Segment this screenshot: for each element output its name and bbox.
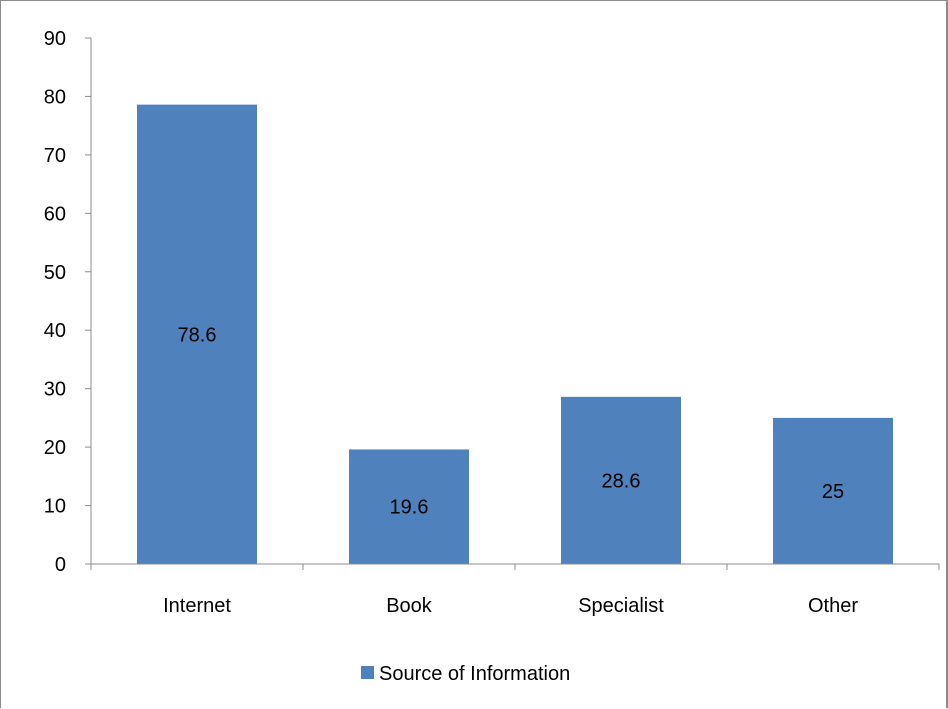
x-tick-label-specialist: Specialist [578,595,664,617]
y-tick-label: 90 [44,28,66,50]
y-tick-label: 10 [44,496,66,518]
y-tick-label: 0 [55,554,66,576]
legend-swatch [361,666,374,679]
data-label-internet: 78.6 [178,324,217,346]
bar-internet [137,104,257,565]
y-tick-label: 70 [44,145,66,167]
y-axis: 0 10 20 30 40 50 60 70 80 90 [44,28,92,576]
bar-other [773,417,893,564]
plot-area: 78.6 19.6 28.6 25 [137,104,893,565]
y-tick-label: 80 [44,86,66,108]
x-tick-label-internet: Internet [163,595,231,617]
data-label-book: 19.6 [390,497,429,519]
y-tick-label: 20 [44,437,66,459]
data-label-other: 25 [822,481,844,503]
legend-label: Source of Information [379,663,570,685]
y-tick-label: 50 [44,262,66,284]
x-axis: Internet Book Specialist Other [90,563,940,617]
bar-book [349,449,469,564]
data-label-specialist: 28.6 [602,470,641,492]
bar-specialist [561,396,681,564]
y-tick-label: 30 [44,379,66,401]
y-tick-label: 40 [44,320,66,342]
legend: Source of Information [361,663,570,685]
y-tick-label: 60 [44,203,66,225]
x-tick-label-other: Other [808,595,858,617]
x-tick-label-book: Book [386,595,433,617]
